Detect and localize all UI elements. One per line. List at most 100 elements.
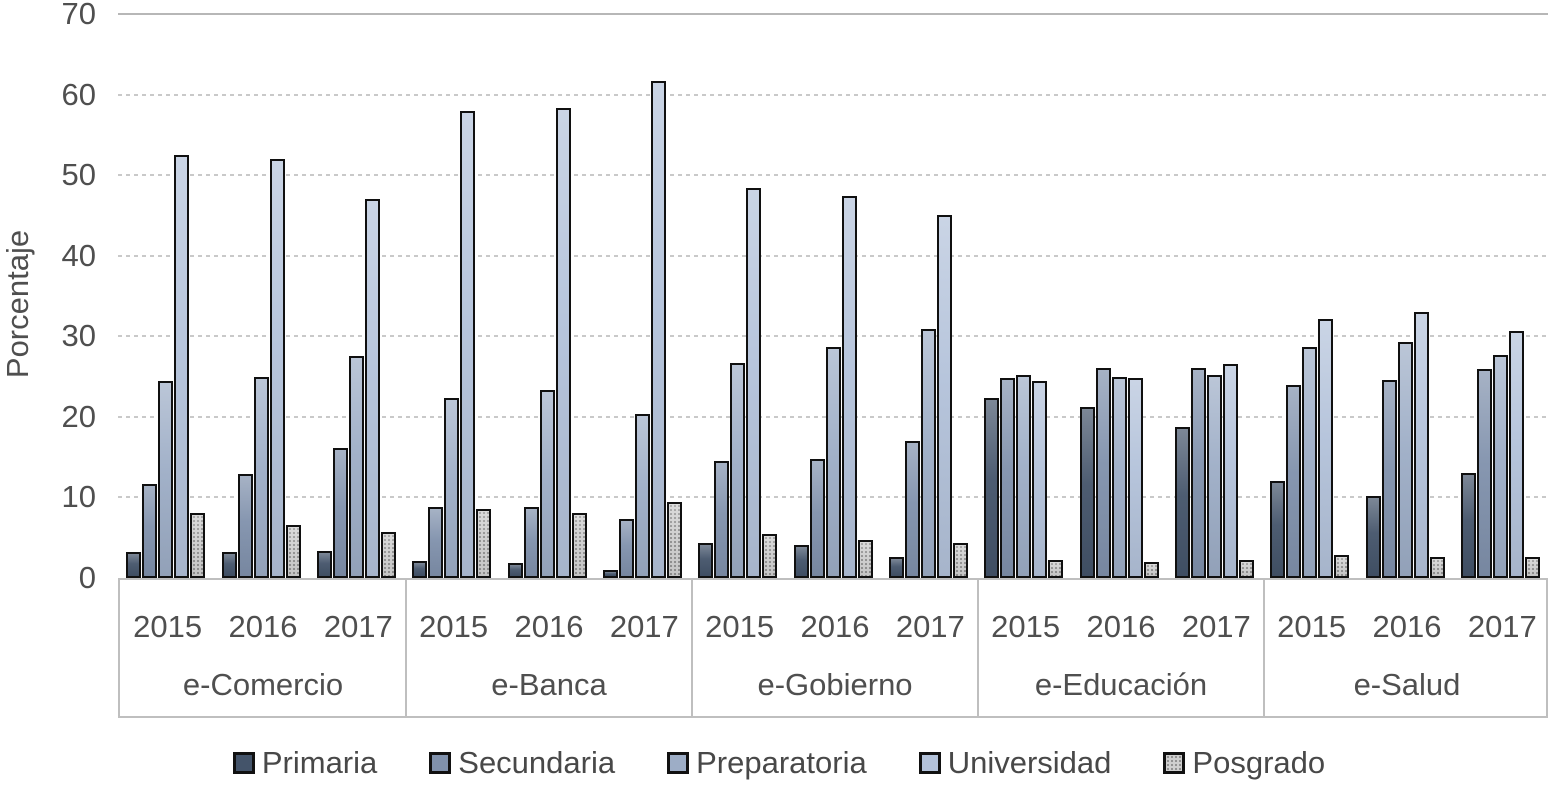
year-label: 2015: [419, 609, 489, 644]
bar-preparatoria-e-comercio-2015: [158, 381, 174, 578]
legend-label: Primaria: [261, 745, 378, 780]
bar-universidad-e-comercio-2015: [174, 155, 190, 578]
year-label: 2017: [1181, 609, 1251, 644]
bar-secundaria-e-comercio-2016: [237, 474, 253, 578]
y-tick-label: 40: [61, 237, 96, 273]
group-divider: [977, 580, 979, 716]
bar-posgrado-e-banca-2015: [476, 508, 492, 578]
bar-secundaria-e-banca-2016: [523, 507, 539, 578]
group-label: e-Salud: [1353, 667, 1461, 702]
year-label: 2016: [1372, 609, 1442, 644]
y-tick-label: 30: [61, 318, 96, 354]
bar-preparatoria-e-banca-2015: [444, 397, 460, 578]
bar-posgrado-e-educación-2016: [1143, 561, 1159, 578]
legend-swatch-icon: [667, 752, 690, 774]
bar-preparatoria-e-salud-2016: [1397, 341, 1413, 578]
bar-posgrado-e-gobierno-2017: [952, 542, 968, 578]
bar-posgrado-e-educación-2015: [1048, 560, 1064, 578]
bar-primaria-e-comercio-2016: [221, 552, 237, 578]
group-divider: [1263, 580, 1265, 716]
bar-posgrado-e-educación-2017: [1238, 560, 1254, 578]
bar-universidad-e-banca-2017: [650, 80, 666, 578]
bar-universidad-e-comercio-2017: [364, 199, 380, 578]
gridline: [118, 174, 1548, 177]
bar-universidad-e-banca-2015: [460, 111, 476, 578]
bar-universidad-e-educación-2017: [1222, 363, 1238, 578]
bar-primaria-e-gobierno-2015: [698, 543, 714, 578]
bar-posgrado-e-comercio-2015: [190, 512, 206, 578]
bar-secundaria-e-gobierno-2015: [714, 461, 730, 578]
bar-secundaria-e-educación-2016: [1095, 367, 1111, 578]
bar-primaria-e-banca-2015: [412, 561, 428, 578]
group-label: e-Educación: [1034, 667, 1208, 702]
bar-universidad-e-educación-2015: [1032, 381, 1048, 578]
year-label: 2016: [800, 609, 870, 644]
legend-item-preparatoria: Preparatoria: [667, 745, 867, 781]
y-tick-label: 50: [61, 157, 96, 193]
legend-swatch-icon: [918, 752, 941, 774]
bar-posgrado-e-salud-2015: [1334, 555, 1350, 578]
bar-universidad-e-gobierno-2016: [841, 196, 857, 578]
bar-primaria-e-educación-2017: [1174, 427, 1190, 578]
bar-preparatoria-e-educación-2017: [1206, 374, 1222, 578]
bar-universidad-e-comercio-2016: [269, 159, 285, 578]
year-label: 2015: [1277, 609, 1347, 644]
bar-universidad-e-salud-2017: [1508, 331, 1524, 578]
bar-primaria-e-comercio-2017: [316, 550, 332, 578]
year-label: 2016: [1086, 609, 1156, 644]
gridline: [118, 93, 1548, 96]
group-divider: [691, 580, 693, 716]
bar-primaria-e-salud-2015: [1270, 481, 1286, 578]
y-tick-label: 0: [78, 560, 96, 595]
year-label: 2015: [705, 609, 775, 644]
bar-preparatoria-e-salud-2015: [1302, 346, 1318, 578]
bar-secundaria-e-gobierno-2016: [809, 458, 825, 578]
bar-secundaria-e-educación-2017: [1190, 367, 1206, 578]
year-label: 2015: [991, 609, 1061, 644]
group-label: e-Banca: [491, 667, 607, 702]
legend-label: Secundaria: [458, 745, 616, 780]
year-label: 2017: [323, 609, 393, 644]
bar-secundaria-e-salud-2016: [1381, 379, 1397, 578]
bar-universidad-e-gobierno-2015: [746, 188, 762, 578]
legend-label: Universidad: [947, 745, 1112, 780]
bar-universidad-e-educación-2016: [1127, 378, 1143, 578]
year-label: 2016: [228, 609, 298, 644]
bar-primaria-e-educación-2016: [1079, 407, 1095, 578]
bar-secundaria-e-gobierno-2017: [904, 441, 920, 578]
legend: Primaria Secundaria Preparatoria Universida…: [0, 740, 1558, 786]
bar-secundaria-e-comercio-2017: [332, 448, 348, 578]
bar-posgrado-e-banca-2016: [571, 512, 587, 578]
bar-posgrado-e-salud-2017: [1524, 557, 1540, 578]
y-tick-label: 60: [61, 76, 96, 112]
bar-posgrado-e-comercio-2017: [380, 532, 396, 578]
legend-item-universidad: Universidad: [918, 745, 1112, 781]
bar-preparatoria-e-banca-2016: [539, 390, 555, 578]
bar-universidad-e-salud-2015: [1318, 318, 1334, 578]
bar-primaria-e-comercio-2015: [126, 552, 142, 578]
bar-universidad-e-gobierno-2017: [936, 215, 952, 578]
bar-primaria-e-banca-2016: [507, 563, 523, 578]
bar-secundaria-e-banca-2017: [618, 519, 634, 578]
bar-secundaria-e-comercio-2015: [142, 483, 158, 578]
year-label: 2017: [609, 609, 679, 644]
legend-swatch-icon: [1163, 752, 1186, 774]
group-label: e-Gobierno: [757, 667, 913, 702]
bar-preparatoria-e-educación-2016: [1111, 376, 1127, 578]
bar-preparatoria-e-gobierno-2017: [920, 329, 936, 578]
bar-preparatoria-e-comercio-2016: [253, 376, 269, 578]
legend-label: Posgrado: [1192, 745, 1326, 780]
bar-preparatoria-e-banca-2017: [634, 413, 650, 578]
bar-secundaria-e-banca-2015: [428, 507, 444, 578]
bar-primaria-e-banca-2017: [602, 569, 618, 578]
group-divider: [405, 580, 407, 716]
bar-secundaria-e-salud-2017: [1476, 369, 1492, 578]
gridline: [118, 254, 1548, 257]
bar-secundaria-e-salud-2015: [1286, 385, 1302, 578]
bar-posgrado-e-comercio-2016: [285, 524, 301, 578]
group-label: e-Comercio: [182, 667, 344, 702]
bar-posgrado-e-banca-2017: [666, 502, 682, 578]
y-tick-label: 20: [61, 398, 96, 434]
bar-preparatoria-e-gobierno-2015: [730, 362, 746, 578]
bar-primaria-e-gobierno-2017: [888, 557, 904, 578]
